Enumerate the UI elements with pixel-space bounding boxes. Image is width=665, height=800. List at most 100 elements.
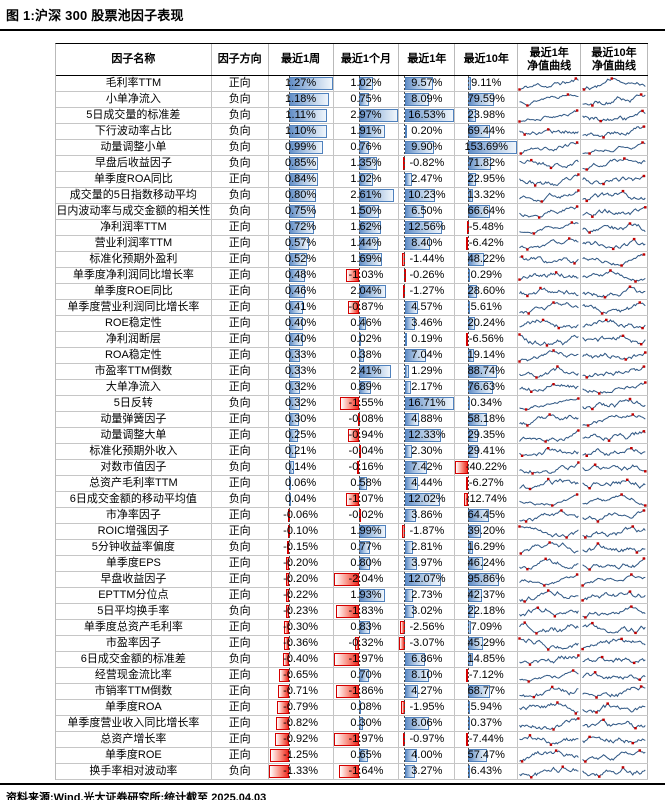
y1-value: -1.87% (409, 525, 445, 537)
y1-value: 4.27% (411, 685, 443, 697)
m1-value: 1.93% (350, 589, 382, 601)
data-bar-axis (288, 492, 290, 507)
w1-value: -0.71% (283, 685, 319, 697)
data-bar-axis (358, 668, 360, 683)
y1-value-cell: 4.57% (399, 300, 456, 315)
y1-value-cell: -0.82% (399, 156, 456, 171)
m1-value: 2.61% (350, 189, 382, 201)
w1-value-cell: 0.30% (269, 412, 334, 427)
sparkline-low-marker (584, 615, 587, 619)
sparkline-low-marker (588, 230, 591, 234)
w1-value: -0.22% (283, 589, 319, 601)
y1-value-cell: 16.71% (399, 396, 456, 411)
data-bar-axis (467, 540, 469, 555)
positive-data-bar (468, 541, 474, 554)
sparkline-high-marker (639, 684, 643, 688)
sparkline-high-marker (570, 220, 574, 224)
y1-value-cell: 6.86% (399, 652, 456, 667)
w1-value-cell: -0.82% (269, 716, 334, 731)
y10-value-cell: 29.35% (455, 428, 519, 443)
m1-value-cell: 0.02% (334, 332, 400, 347)
direction-cell: 负向 (212, 124, 269, 139)
m1-value-cell: -1.55% (334, 396, 400, 411)
direction-cell: 正向 (212, 348, 269, 363)
w1-value: 0.25% (284, 429, 317, 441)
positive-data-bar (359, 221, 381, 234)
factor-name-cell: 大单净流入 (56, 380, 212, 395)
data-bar-axis (288, 76, 290, 91)
positive-data-bar (359, 557, 370, 570)
w1-value: -0.65% (283, 669, 319, 681)
sparkline-low-marker (535, 375, 538, 379)
y1-value: 3.02% (411, 605, 443, 617)
data-bar-axis (467, 364, 469, 379)
data-bar-axis (358, 476, 360, 491)
nav-sparkline-10y-cell (581, 492, 648, 507)
nav-sparkline-1y-cell (518, 476, 582, 491)
data-bar-axis (358, 396, 360, 411)
data-bar-axis (467, 556, 469, 571)
nav-sparkline-10y (582, 124, 646, 139)
positive-data-bar (468, 189, 473, 202)
nav-sparkline-10y-cell (581, 460, 648, 475)
data-bar-axis (288, 428, 290, 443)
data-bar-axis (467, 428, 469, 443)
nav-sparkline-10y-cell (581, 268, 648, 283)
m1-value-cell: 1.35% (334, 156, 400, 171)
nav-sparkline-1y (519, 396, 580, 411)
y1-value: -3.07% (409, 637, 445, 649)
w1-value: -0.79% (283, 701, 319, 713)
positive-data-bar (289, 493, 292, 506)
data-bar-axis (358, 716, 360, 731)
y10-value-cell: 57.47% (455, 748, 519, 763)
sparkline-high-marker (547, 477, 550, 480)
nav-sparkline-1y (518, 332, 579, 347)
w1-value-cell: 1.10% (269, 124, 334, 139)
data-bar-axis (467, 348, 469, 363)
sparkline-low-marker (518, 277, 521, 281)
y1-value-cell: 8.06% (399, 716, 456, 731)
table-row: 单季度ROA同比 正向 0.84% 1.02% 2.47% 22.95% (56, 172, 648, 188)
sparkline-low-marker (532, 695, 536, 698)
m1-value-cell: 1.02% (334, 172, 400, 187)
nav-sparkline-10y-cell (581, 428, 648, 443)
nav-sparkline-1y (519, 460, 580, 475)
m1-value-cell: 0.58% (334, 476, 400, 491)
positive-data-bar (289, 189, 317, 202)
data-bar-axis (467, 332, 469, 347)
data-bar-axis (467, 172, 469, 187)
sparkline-high-marker (548, 540, 552, 544)
y10-value: -6.42% (468, 237, 504, 249)
data-bar-axis (404, 572, 406, 587)
y10-value: 5.61% (470, 301, 502, 313)
sparkline-high-marker (577, 716, 580, 720)
y10-value-cell: 23.98% (455, 108, 519, 123)
sparkline-high-marker (556, 700, 559, 704)
m1-value: 0.70% (350, 669, 382, 681)
sparkline-low-marker (526, 247, 529, 251)
m1-value: -1.64% (348, 765, 384, 777)
sparkline-high-marker (642, 124, 646, 128)
w1-value-cell: 0.46% (269, 284, 334, 299)
sparkline-low-marker (552, 727, 555, 731)
sparkline-low-marker (521, 454, 524, 457)
table-row: 单季度ROA 正向 -0.79% 0.08% -1.95% 5.94% (56, 700, 648, 716)
factor-name-cell: 单季度营业收入同比增长率 (56, 716, 212, 731)
direction-cell: 负向 (212, 540, 269, 555)
nav-sparkline-10y-cell (581, 684, 648, 699)
y10-value-cell: 79.59% (455, 92, 519, 107)
w1-value-cell: 0.52% (269, 252, 334, 267)
table-row: 早盘收益因子 正向 -0.20% -2.04% 12.07% 95.86% (56, 572, 648, 588)
data-bar-axis (404, 700, 406, 715)
positive-data-bar (468, 765, 471, 778)
nav-sparkline-10y-cell (581, 76, 648, 91)
table-row: 毛利率TTM 正向 1.27% 1.02% 9.57% 9.11% (56, 76, 648, 92)
y1-value: 4.00% (411, 749, 443, 761)
w1-value: -0.20% (283, 557, 319, 569)
table-row: 总资产增长率 正向 -0.92% -1.97% -0.97% -7.44% (56, 732, 648, 748)
nav-sparkline-1y (519, 477, 579, 490)
y10-value-cell: 66.64% (455, 204, 519, 219)
data-bar-axis (404, 268, 406, 283)
w1-value: 0.48% (284, 269, 317, 281)
m1-value-cell: 2.41% (334, 364, 400, 379)
